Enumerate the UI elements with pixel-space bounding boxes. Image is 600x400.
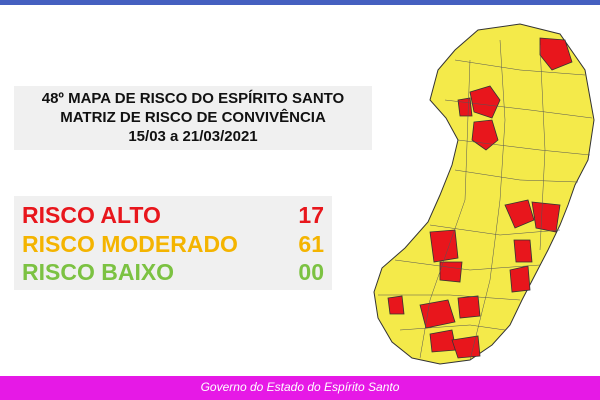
risk-count: 00 (298, 259, 324, 285)
footer: Governo do Estado do Espírito Santo (0, 376, 600, 400)
municipal-borders (378, 39, 593, 361)
risk-label: RISCO MODERADO (22, 231, 238, 257)
title-line: 15/03 a 21/03/2021 (128, 128, 258, 145)
risk-row: RISCO ALTO 17 (22, 202, 324, 230)
top-bar (0, 0, 600, 5)
title-box: 48º MAPA DE RISCO DO ESPÍRITO SANTO MATR… (14, 86, 372, 150)
title-line: MATRIZ DE RISCO DE CONVIVÊNCIA (60, 109, 326, 126)
state-shape (373, 23, 595, 365)
high-risk-areas (387, 37, 573, 359)
risk-row: RISCO BAIXO 00 (22, 259, 324, 287)
risk-label: RISCO ALTO (22, 202, 161, 228)
risk-box: RISCO ALTO 17 RISCO MODERADO 61 RISCO BAIX… (14, 196, 332, 290)
risk-label: RISCO BAIXO (22, 259, 175, 285)
risk-count: 17 (298, 202, 324, 228)
title-line: 48º MAPA DE RISCO DO ESPÍRITO SANTO (41, 90, 345, 107)
risk-row: RISCO MODERADO 61 (22, 231, 324, 259)
state-map (373, 23, 595, 365)
risk-count: 61 (298, 231, 324, 257)
